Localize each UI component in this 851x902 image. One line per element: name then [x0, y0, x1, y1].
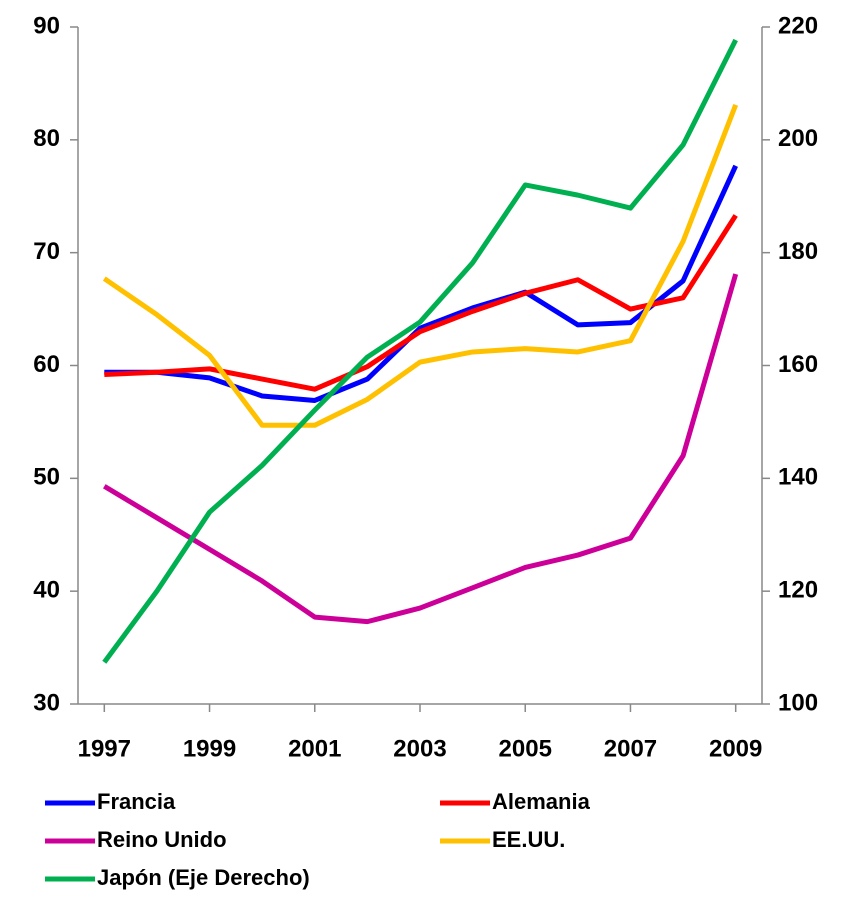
y2-tick-label: 200	[778, 125, 818, 152]
y-tick-label: 30	[33, 689, 60, 716]
x-tick-label: 2005	[499, 735, 552, 762]
y2-tick-label: 100	[778, 689, 818, 716]
line-series	[102, 103, 739, 428]
x-tick-label: 2001	[288, 735, 341, 762]
legend-label: EE.UU.	[492, 827, 565, 852]
x-tick-label: 2009	[709, 735, 762, 762]
line-series	[103, 273, 739, 625]
y2-tick-label: 140	[778, 464, 818, 491]
x-tick-label: 2007	[604, 735, 657, 762]
x-tick-label: 1997	[78, 735, 131, 762]
y2-tick-label: 180	[778, 238, 818, 265]
y-tick-label: 90	[33, 12, 60, 39]
line-series	[104, 164, 738, 403]
legend-label: Reino Unido	[97, 827, 227, 852]
line-series	[102, 38, 738, 664]
y-tick-label: 60	[33, 351, 60, 378]
legend-label: Japón (Eje Derecho)	[97, 865, 310, 890]
y-tick-label: 80	[33, 125, 60, 152]
legend-label: Alemania	[492, 789, 591, 814]
y-tick-label: 70	[33, 238, 60, 265]
y2-tick-label: 120	[778, 577, 818, 604]
y2-tick-label: 220	[778, 12, 818, 39]
x-tick-label: 1999	[183, 735, 236, 762]
y2-tick-label: 160	[778, 351, 818, 378]
line-series	[104, 214, 738, 392]
y-tick-label: 50	[33, 464, 60, 491]
x-tick-label: 2003	[393, 735, 446, 762]
legend-label: Francia	[97, 789, 176, 814]
y-tick-label: 40	[33, 577, 60, 604]
